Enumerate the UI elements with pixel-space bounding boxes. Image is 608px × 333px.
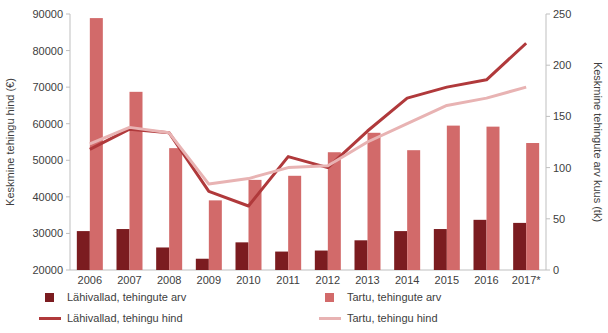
y-tick-label: 80000 (32, 45, 63, 57)
x-tick-label: 2008 (157, 274, 181, 286)
bar (315, 251, 328, 270)
y2-tick-label: 0 (553, 264, 559, 276)
y-tick (66, 14, 70, 15)
x-tick-label: 2011 (276, 274, 300, 286)
x-tick-label: 2012 (316, 274, 340, 286)
y2-tick (546, 116, 550, 117)
x-tick-label: 2006 (78, 274, 102, 286)
legend-label: Lähivallad, tehingu hind (67, 312, 183, 324)
x-tick-label: 2010 (236, 274, 260, 286)
x-tick-label: 2017* (512, 274, 541, 286)
y2-tick-label: 200 (553, 59, 571, 71)
y2-tick-label: 50 (553, 213, 565, 225)
x-tick-label: 2013 (355, 274, 379, 286)
bar (434, 229, 447, 270)
y-axis-line (70, 14, 71, 270)
bar (169, 148, 182, 270)
line (90, 43, 526, 206)
y2-axis-title: Keskmine tehingute arv kuus (tk) (592, 62, 604, 222)
plot-area (77, 18, 539, 270)
bar (328, 152, 341, 270)
x-tick-label: 2014 (395, 274, 419, 286)
y-tick (66, 123, 70, 124)
x-tick-label: 2009 (197, 274, 221, 286)
y-tick (66, 160, 70, 161)
y2-tick-label: 150 (553, 110, 571, 122)
y-tick (66, 233, 70, 234)
chart: 20000 30000 40000 50000 60000 70000 80000 90000… (0, 0, 608, 333)
legend-swatch (325, 293, 334, 302)
bar (394, 231, 407, 270)
y2-axis-line (546, 14, 547, 270)
legend: Lähivallad, tehingute arv Tartu, tehingut… (39, 291, 442, 324)
y-tick-label: 20000 (32, 264, 63, 276)
bar (156, 247, 169, 270)
legend-label: Lähivallad, tehingute arv (67, 291, 187, 303)
y2-tick-label: 250 (553, 8, 571, 20)
legend-swatch (45, 293, 54, 302)
bar (275, 252, 288, 270)
y2-tick (546, 218, 550, 219)
y-tick (66, 270, 70, 271)
x-tick-label: 2016 (474, 274, 498, 286)
y2-tick (546, 14, 550, 15)
bar (209, 200, 222, 270)
bar (288, 176, 301, 270)
y-axis-title: Keskmine tehingu hind (€) (4, 78, 16, 206)
y-tick-label: 30000 (32, 227, 63, 239)
bar (77, 231, 90, 270)
bar (355, 240, 368, 270)
legend-label: Tartu, tehingute arv (347, 291, 442, 303)
x-tick-label: 2015 (435, 274, 459, 286)
bar (447, 126, 460, 270)
bar (196, 259, 209, 270)
bar (236, 242, 249, 270)
y-tick (66, 87, 70, 88)
bar (368, 133, 381, 270)
legend-label: Tartu, tehingu hind (347, 312, 438, 324)
bar (474, 220, 487, 270)
bar (526, 143, 539, 270)
legend-swatch (39, 317, 61, 320)
y2-tick (546, 270, 550, 271)
y-tick-label: 40000 (32, 191, 63, 203)
y-tick-label: 50000 (32, 154, 63, 166)
bar (130, 92, 143, 270)
y-tick-label: 60000 (32, 118, 63, 130)
bar (407, 150, 420, 270)
bar (487, 127, 500, 270)
y2-tick (546, 65, 550, 66)
line (90, 87, 526, 184)
bar (117, 229, 130, 270)
x-tick-label: 2007 (117, 274, 141, 286)
bar (513, 223, 526, 270)
legend-swatch (319, 317, 341, 320)
y2-tick (546, 167, 550, 168)
y-tick (66, 50, 70, 51)
y-tick-label: 70000 (32, 81, 63, 93)
y-tick (66, 196, 70, 197)
y-tick-label: 90000 (32, 8, 63, 20)
y2-tick-label: 100 (553, 162, 571, 174)
